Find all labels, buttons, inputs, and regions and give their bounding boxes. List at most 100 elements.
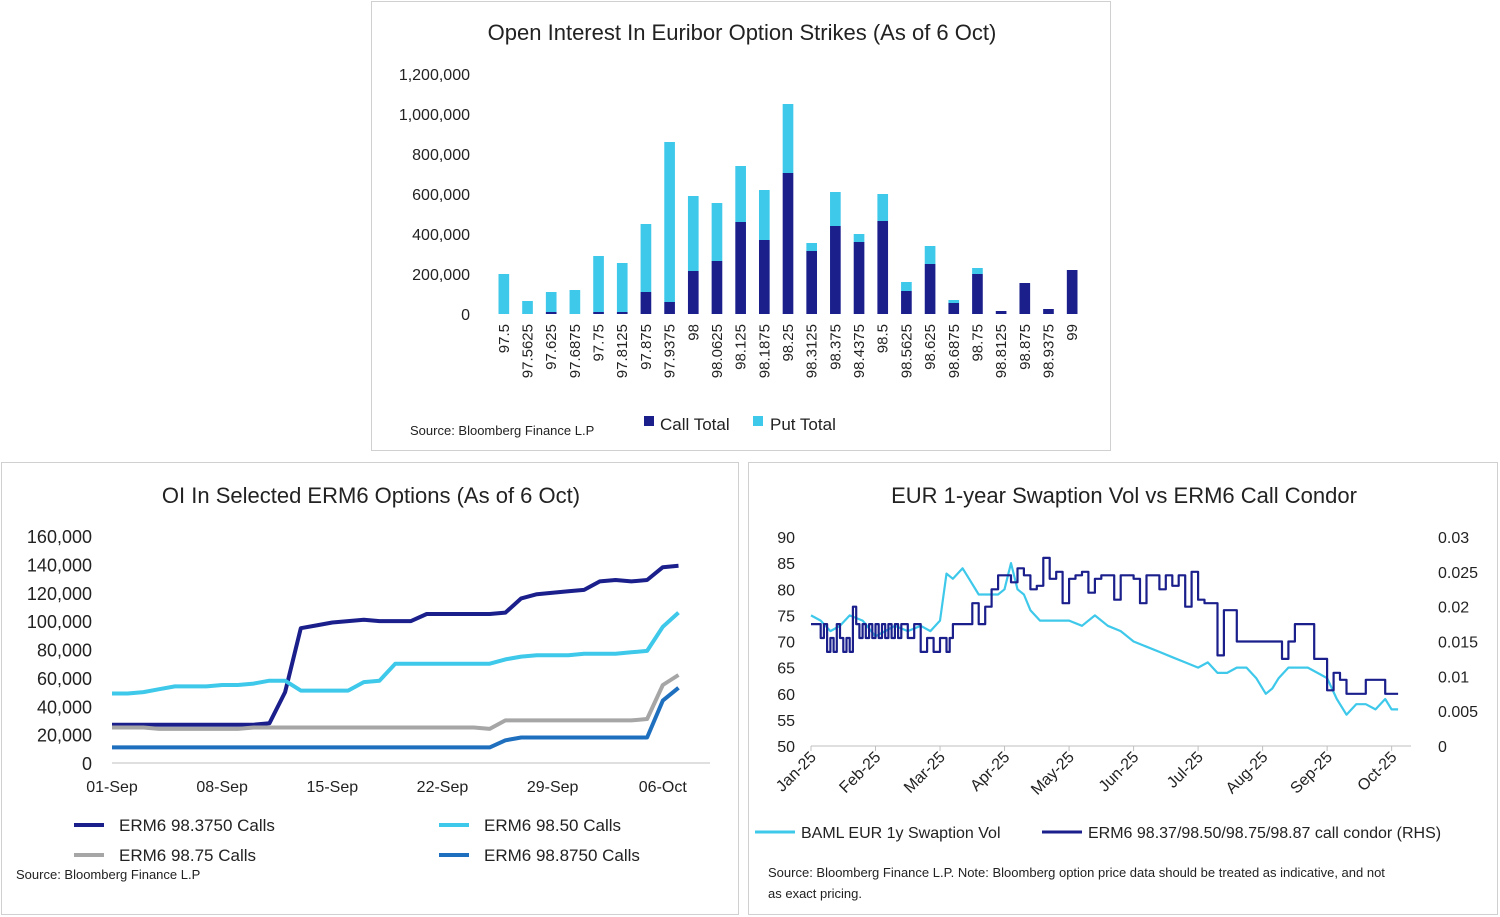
y-tick-label: 100,000 (27, 612, 92, 632)
x-tick-label: 98.125 (733, 324, 750, 370)
x-tick-label: Jul-25 (1164, 749, 1207, 792)
x-tick-label: Apr-25 (967, 749, 1013, 795)
x-tick-label: 98.625 (922, 324, 939, 370)
bar-call-total (664, 302, 675, 314)
series-line-1 (811, 556, 1399, 695)
y-tick-label: 200,000 (412, 267, 470, 284)
bar-call-total (901, 291, 912, 314)
chart-title: EUR 1-year Swaption Vol vs ERM6 Call Con… (891, 483, 1357, 508)
legend-label-erm6-98875: ERM6 98.8750 Calls (484, 846, 640, 865)
x-tick-label: 98.3125 (804, 324, 821, 378)
chart-title: Open Interest In Euribor Option Strikes … (488, 20, 997, 45)
bar-put-total (830, 192, 841, 226)
swaption-vol-chart-panel: EUR 1-year Swaption Vol vs ERM6 Call Con… (748, 462, 1498, 915)
erm6-oi-chart-panel: OI In Selected ERM6 Options (As of 6 Oct… (1, 462, 739, 915)
x-tick-label: 98.875 (1017, 324, 1034, 370)
legend-label-erm6-98375: ERM6 98.3750 Calls (119, 816, 275, 835)
x-tick-label: 97.625 (543, 324, 560, 370)
y-tick-label: 80,000 (37, 641, 92, 661)
bar-put-total (972, 268, 983, 274)
y-tick-label: 0 (82, 754, 92, 774)
y-right-tick-label: 0.015 (1438, 635, 1478, 652)
x-tick-label: Sep-25 (1287, 749, 1336, 798)
bar-put-total (545, 292, 557, 312)
x-tick-label: 99 (1064, 324, 1081, 341)
y-tick-label: 120,000 (27, 584, 92, 604)
bar-put-total (664, 142, 675, 302)
bar-put-total (758, 190, 770, 240)
x-tick-label: 98.25 (780, 324, 797, 362)
y-right-tick-label: 0 (1438, 739, 1447, 756)
y-tick-label: 40,000 (37, 697, 92, 717)
y-tick-label: 160,000 (27, 527, 92, 547)
x-tick-label: 97.75 (591, 324, 608, 362)
bar-put-total (924, 246, 936, 264)
bar-call-total (782, 173, 794, 314)
bar-call-total (640, 292, 652, 314)
x-tick-label: 97.9375 (662, 324, 679, 378)
bar-call-total (853, 242, 865, 314)
open-interest-chart-panel: Open Interest In Euribor Option Strikes … (371, 1, 1111, 451)
x-tick-label: 98.5 (875, 324, 892, 353)
x-tick-label: 98.75 (969, 324, 986, 362)
x-tick-label: 98.5625 (898, 324, 915, 378)
bar-call-total (1019, 283, 1031, 314)
bar-put-total (877, 194, 889, 221)
bar-call-total (1066, 270, 1078, 314)
chart-title: OI In Selected ERM6 Options (As of 6 Oct… (162, 483, 580, 508)
series-line-1 (112, 611, 680, 696)
y-left-tick-label: 60 (777, 687, 795, 704)
y-right-tick-label: 0.01 (1438, 669, 1469, 686)
x-tick-label: Jun-25 (1096, 749, 1143, 796)
y-tick-label: 140,000 (27, 555, 92, 575)
x-tick-label: 97.5 (496, 324, 513, 353)
x-tick-label: 08-Sep (196, 779, 248, 796)
bar-put-total (498, 274, 510, 314)
bar-call-total (1043, 309, 1054, 314)
y-right-tick-label: 0.03 (1438, 530, 1469, 547)
bar-call-total (758, 240, 770, 314)
y-tick-label: 0 (461, 307, 470, 324)
bar-put-total (522, 301, 533, 314)
bar-put-total (687, 196, 699, 271)
y-left-tick-label: 80 (777, 582, 795, 599)
x-tick-label: 97.8125 (614, 324, 631, 378)
x-tick-label: 06-Oct (639, 779, 688, 796)
x-tick-label: 98.4375 (851, 324, 868, 378)
y-tick-label: 20,000 (37, 726, 92, 746)
y-tick-label: 1,000,000 (399, 107, 470, 124)
y-right-tick-label: 0.025 (1438, 565, 1478, 582)
chart-source-line-1: Source: Bloomberg Finance L.P. Note: Blo… (768, 865, 1385, 880)
y-left-tick-label: 90 (777, 530, 795, 547)
bar-call-total (830, 226, 841, 314)
x-tick-label: 98.9375 (1040, 324, 1057, 378)
legend-label-erm6-9850: ERM6 98.50 Calls (484, 816, 621, 835)
bar-put-total (616, 263, 628, 312)
x-tick-label: May-25 (1028, 749, 1078, 799)
series-line-3 (112, 686, 680, 750)
x-tick-label: Mar-25 (901, 749, 949, 797)
x-tick-label: 98.6875 (946, 324, 963, 378)
legend-label-call-total: Call Total (660, 415, 730, 434)
y-tick-label: 600,000 (412, 187, 470, 204)
y-right-tick-label: 0.005 (1438, 704, 1478, 721)
bar-call-total (995, 311, 1007, 314)
y-tick-label: 400,000 (412, 227, 470, 244)
bar-call-total (924, 264, 936, 314)
bar-put-total (948, 300, 960, 303)
legend-label-erm6-9875: ERM6 98.75 Calls (119, 846, 256, 865)
bar-call-total (687, 271, 699, 314)
x-tick-label: 22-Sep (417, 779, 469, 796)
y-left-tick-label: 85 (777, 556, 795, 573)
y-left-tick-label: 55 (777, 713, 795, 730)
x-tick-label: 98 (685, 324, 702, 341)
y-right-tick-label: 0.02 (1438, 600, 1469, 617)
erm6-oi-chart: OI In Selected ERM6 Options (As of 6 Oct… (16, 483, 710, 882)
swaption-vol-chart: EUR 1-year Swaption Vol vs ERM6 Call Con… (755, 483, 1478, 901)
bar-put-total (735, 166, 746, 222)
series-line-2 (112, 673, 680, 731)
bar-call-total (735, 222, 746, 314)
open-interest-chart: Open Interest In Euribor Option Strikes … (399, 20, 1081, 438)
legend-label-put-total: Put Total (770, 415, 836, 434)
y-left-tick-label: 75 (777, 608, 795, 625)
